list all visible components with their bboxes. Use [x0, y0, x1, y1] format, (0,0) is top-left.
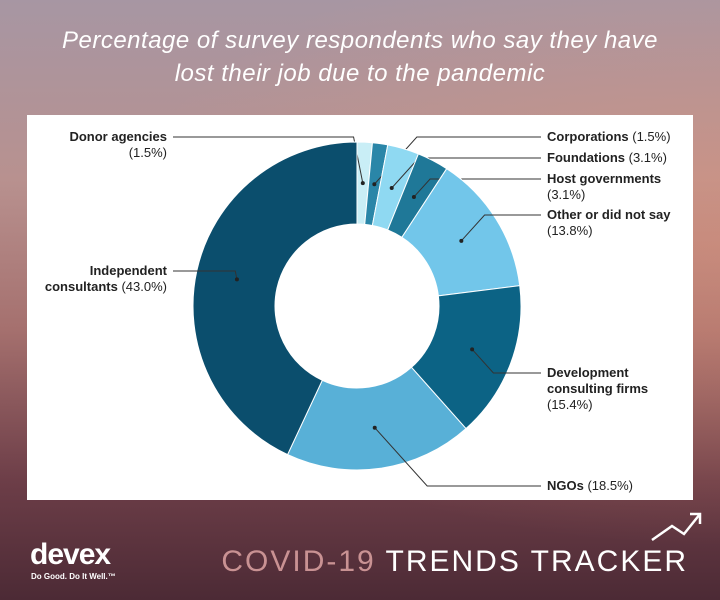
slice-label: Foundations (3.1%)	[547, 150, 697, 166]
slice-value: (18.5%)	[587, 478, 633, 493]
slice-value: (3.1%)	[547, 187, 586, 202]
tagline: Do Good. Do It Well.™	[31, 572, 116, 581]
leader-line	[374, 427, 541, 487]
slice-label: Independent consultants (43.0%)	[27, 263, 167, 295]
leader-line	[471, 349, 541, 374]
trend-arrow	[651, 513, 701, 542]
tracker-prefix: COVID-19	[221, 545, 376, 578]
slice	[286, 366, 467, 471]
slice-value: (43.0%)	[121, 279, 167, 294]
slice-name: Independent consultants	[44, 263, 167, 294]
tracker-title: COVID-19 TRENDS TRACKER	[221, 545, 688, 579]
slice-name: Donor agencies	[69, 129, 167, 144]
leader-dot	[411, 194, 416, 199]
slice-label: Development consulting firms (15.4%)	[547, 365, 657, 413]
slice-value: (13.8%)	[547, 223, 593, 238]
logo: devex	[30, 538, 111, 571]
leader-dot	[372, 425, 377, 430]
slice-value: (15.4%)	[547, 397, 593, 412]
leader-line	[413, 178, 541, 198]
slice-name: Foundations	[547, 150, 625, 165]
slice-label: NGOs (18.5%)	[547, 478, 697, 494]
slice-name: Host governments	[547, 171, 662, 186]
leader-line	[173, 136, 364, 184]
slice	[192, 141, 358, 456]
slice-name: Development consulting firms	[547, 365, 649, 396]
slice-label: Host governments (3.1%)	[547, 171, 682, 203]
slice-name: NGOs	[547, 478, 584, 493]
slice-label: Corporations (1.5%)	[547, 129, 697, 145]
leader-dot	[234, 277, 239, 282]
leader-line	[173, 270, 238, 280]
chart-title: Percentage of survey respondents who say…	[61, 27, 658, 87]
leader-dot	[470, 347, 475, 352]
slice-value: (3.1%)	[628, 150, 667, 165]
leader-dot	[459, 238, 464, 243]
leader-line	[460, 214, 541, 242]
slice-name: Corporations	[547, 129, 629, 144]
slice-value: (1.5%)	[632, 129, 671, 144]
slice-label: Other or did not say (13.8%)	[547, 207, 687, 239]
slice-label: Donor agencies (1.5%)	[47, 129, 167, 161]
leader-dot	[389, 186, 394, 191]
leader-dot	[360, 181, 365, 186]
trend-arrow-head	[690, 512, 702, 524]
slice-value: (1.5%)	[128, 145, 167, 160]
tracker-name: TRENDS TRACKER	[385, 545, 688, 578]
leader-dot	[372, 182, 377, 187]
slice-name: Other or did not say	[547, 207, 671, 222]
